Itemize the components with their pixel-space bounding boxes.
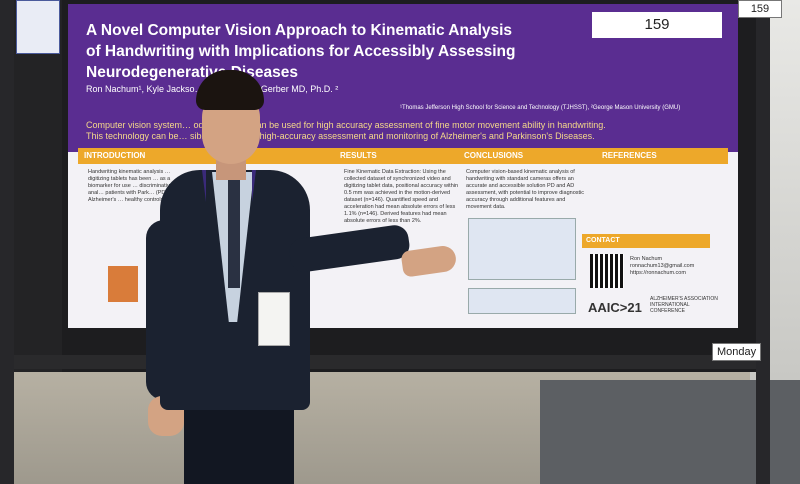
title-line-1: A Novel Computer Vision Approach to Kine… [86, 22, 513, 39]
presenter-pants [184, 406, 294, 484]
poster-summary: Computer vision system… odity cameras ca… [86, 120, 726, 142]
board-pole-right [756, 0, 770, 484]
results-text: Fine Kinematic Data Extraction: Using th… [344, 169, 459, 224]
intro-text: Handwriting kinematic analysis … digitiz… [88, 169, 176, 203]
poster-affiliations: ¹Thomas Jefferson High School for Scienc… [400, 105, 681, 111]
presenter-hair [196, 70, 264, 110]
board-number-tag: 159 [738, 0, 782, 18]
contact-site: https://ronnachum.com [630, 270, 686, 276]
contact-email: ronnachum13@gmail.com [630, 263, 695, 269]
model-diagram [468, 288, 576, 314]
presenter-tie [228, 178, 240, 288]
section-intro: INTRODUCTION [84, 151, 146, 160]
conclusions-text: Computer vision-based kinematic analysis… [466, 169, 585, 210]
day-tag: Monday [712, 343, 762, 361]
aaic-logo: AAIC>21 [588, 300, 642, 315]
contact-info: Ron Nachum ronnachum13@gmail.com https:/… [630, 256, 730, 277]
experiment-figure [108, 266, 138, 302]
section-conclusions: CONCLUSIONS [464, 151, 524, 160]
section-results: RESULTS [340, 151, 377, 160]
summary-line-2: This technology can be… sible systems fo… [86, 131, 595, 141]
presenter [140, 70, 458, 484]
contact-header: CONTACT [582, 234, 710, 248]
poster-number: 159 [592, 12, 722, 38]
board-pole-left [0, 0, 14, 484]
section-references: REFERENCES [602, 151, 657, 160]
pipeline-diagram [468, 218, 576, 280]
qr-code [590, 254, 624, 288]
presenter-neck [216, 158, 246, 180]
contact-name: Ron Nachum [630, 256, 663, 262]
neighbor-poster-note [16, 0, 60, 54]
presenter-badge [258, 292, 290, 346]
title-line-2: of Handwriting with Implications for Acc… [86, 43, 516, 60]
aaic-subtitle: ALZHEIMER'S ASSOCIATION INTERNATIONAL CO… [650, 296, 718, 314]
summary-line-1: Computer vision system… odity cameras ca… [86, 120, 606, 130]
